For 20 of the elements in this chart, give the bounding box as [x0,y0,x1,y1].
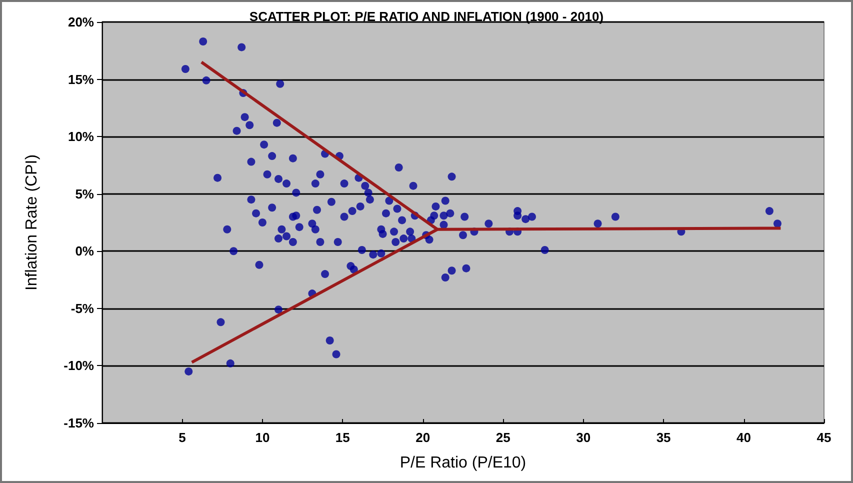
x-tick-label: 45 [816,430,832,445]
chart-title: SCATTER PLOT: P/E RATIO AND INFLATION (1900 - 2010) [249,9,604,24]
y-tick-label: 20% [68,14,94,30]
y-tick-label: 10% [68,129,94,144]
x-tick-label: 5 [178,430,186,445]
y-axis-title: Inflation Rate (CPI) [24,154,40,291]
y-tick-label: 0% [75,244,94,259]
y-tick-label: -5% [70,300,94,316]
y-tick-label: -15% [64,416,94,430]
y-tick-label: 15% [68,72,94,87]
x-tick-label: 25 [496,430,510,445]
y-tick-label: -10% [64,358,94,374]
x-axis-title: P/E Ratio (P/E10) [400,454,526,472]
x-tick-label: 35 [656,430,671,445]
x-tick-label: 10 [255,430,270,445]
x-tick-label: 40 [736,430,752,445]
y-tick-label: 5% [75,186,94,202]
x-tick-label: 20 [416,430,430,445]
x-tick-label: 15 [335,430,350,445]
x-tick-label: 30 [576,430,591,445]
